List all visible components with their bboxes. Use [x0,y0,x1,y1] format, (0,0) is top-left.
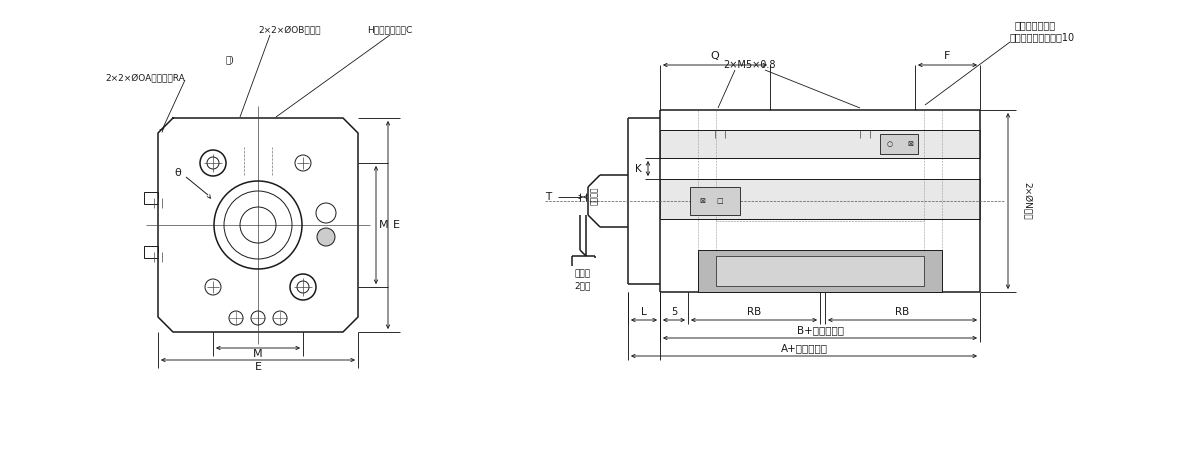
Circle shape [317,228,335,246]
Text: A+ストローク: A+ストローク [781,343,828,353]
Text: □: □ [716,198,724,204]
Bar [716,256,924,286]
Text: E: E [254,362,261,372]
Text: 5: 5 [671,307,677,317]
Text: E: E [393,220,399,230]
Text: 注): 注) [225,55,234,64]
Text: 2×2×ØOA有効深さRA: 2×2×ØOA有効深さRA [105,73,184,82]
Text: L: L [641,307,647,317]
Text: 平座金: 平座金 [575,270,591,279]
Text: RB: RB [746,307,761,317]
Text: 六角対辺: 六角対辺 [589,187,599,205]
Text: RB: RB [895,307,909,317]
Text: オートスイッチ: オートスイッチ [1015,20,1057,30]
Text: 2×2×ØOB座くり: 2×2×ØOB座くり [259,26,321,35]
Text: 2ケ付: 2ケ付 [575,282,591,291]
Bar [144,192,158,204]
Text: B+ストローク: B+ストローク [797,325,843,335]
Bar [660,130,980,158]
Text: リード線最小曲半弒10: リード線最小曲半弒10 [1010,32,1075,42]
Text: F: F [944,51,951,61]
Bar [660,179,980,219]
Bar [698,250,942,292]
Text: ⊠: ⊠ [700,198,704,204]
Text: Q: Q [710,51,719,61]
Text: Hねじ有効深さC: Hねじ有効深さC [368,26,412,35]
Text: T: T [545,192,551,202]
Bar [690,187,740,215]
Text: M: M [253,349,262,359]
Text: 2×M5×0.8: 2×M5×0.8 [724,60,776,70]
Text: M: M [380,220,389,230]
Text: θ: θ [175,168,181,178]
Text: ○: ○ [887,141,893,147]
Text: ⊠: ⊠ [907,141,913,147]
Bar [881,134,918,154]
Bar [144,246,158,258]
Text: 2×ØN通し: 2×ØN通し [1023,182,1033,220]
Text: K: K [635,163,641,174]
